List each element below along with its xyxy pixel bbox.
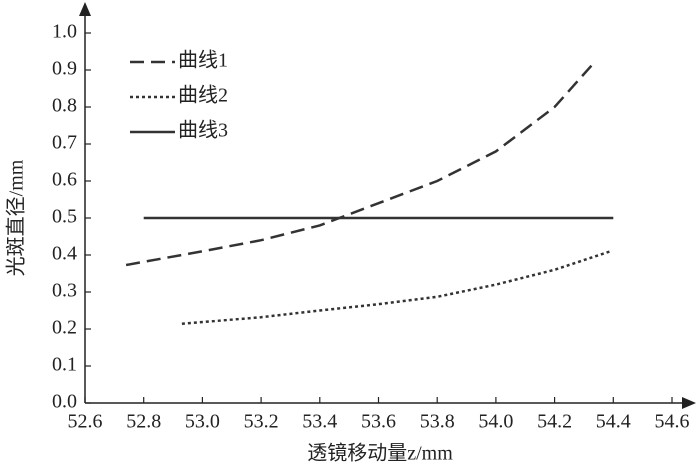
x-axis-label: 透镜移动量z/mm	[307, 442, 453, 465]
legend-label: 曲线2	[178, 84, 228, 107]
y-tick-label: 0.5	[52, 206, 77, 228]
series-line	[181, 250, 611, 326]
y-axis-arrow	[79, 2, 91, 16]
y-tick-label: 0.9	[52, 58, 77, 80]
x-tick-label: 52.6	[68, 411, 103, 433]
series-line	[125, 63, 594, 267]
x-tick-label: 54.4	[596, 411, 631, 433]
y-tick-label: 0.6	[52, 169, 77, 191]
x-tick-label: 54.2	[537, 411, 572, 433]
x-tick-label: 54.0	[478, 411, 513, 433]
y-tick-label: 0.1	[52, 354, 77, 376]
x-tick-label: 53.0	[185, 411, 220, 433]
y-tick-label: 0.7	[52, 132, 77, 154]
y-tick-label: 0.0	[52, 391, 77, 413]
x-axis-arrow	[682, 397, 696, 409]
x-tick-label: 53.6	[361, 411, 396, 433]
y-tick-label: 0.4	[52, 243, 77, 265]
x-tick-label: 52.8	[126, 411, 161, 433]
y-tick-label: 0.8	[52, 95, 77, 117]
x-tick-label: 54.6	[655, 411, 690, 433]
y-tick-label: 0.3	[52, 280, 77, 302]
x-tick-label: 53.4	[302, 411, 337, 433]
x-tick-label: 53.2	[244, 411, 279, 433]
legend-label: 曲线1	[178, 49, 228, 72]
legend-label: 曲线3	[178, 119, 228, 142]
y-tick-label: 0.2	[52, 317, 77, 339]
y-tick-label: 1.0	[52, 21, 77, 43]
x-tick-label: 53.8	[420, 411, 455, 433]
y-axis-label: 光斑直径/mm	[5, 159, 28, 276]
